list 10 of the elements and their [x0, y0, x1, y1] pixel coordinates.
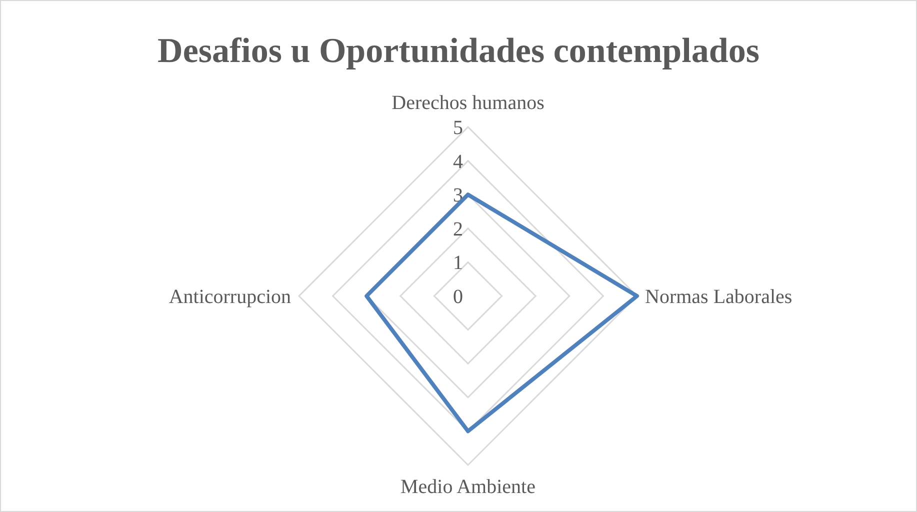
spoke-label: Derechos humanos: [392, 92, 545, 114]
spoke-label: Anticorrupcion: [168, 286, 291, 308]
y-tick-label: 1: [453, 252, 463, 274]
chart-title: Desafios u Oportunidades contemplados: [158, 31, 760, 70]
y-tick-label: 5: [453, 117, 463, 139]
spoke-label: Medio Ambiente: [400, 476, 536, 498]
y-tick-label: 0: [453, 286, 463, 308]
y-tick-label: 2: [453, 218, 463, 240]
spoke-label: Normas Laborales: [645, 286, 792, 308]
y-tick-label: 4: [453, 150, 463, 173]
